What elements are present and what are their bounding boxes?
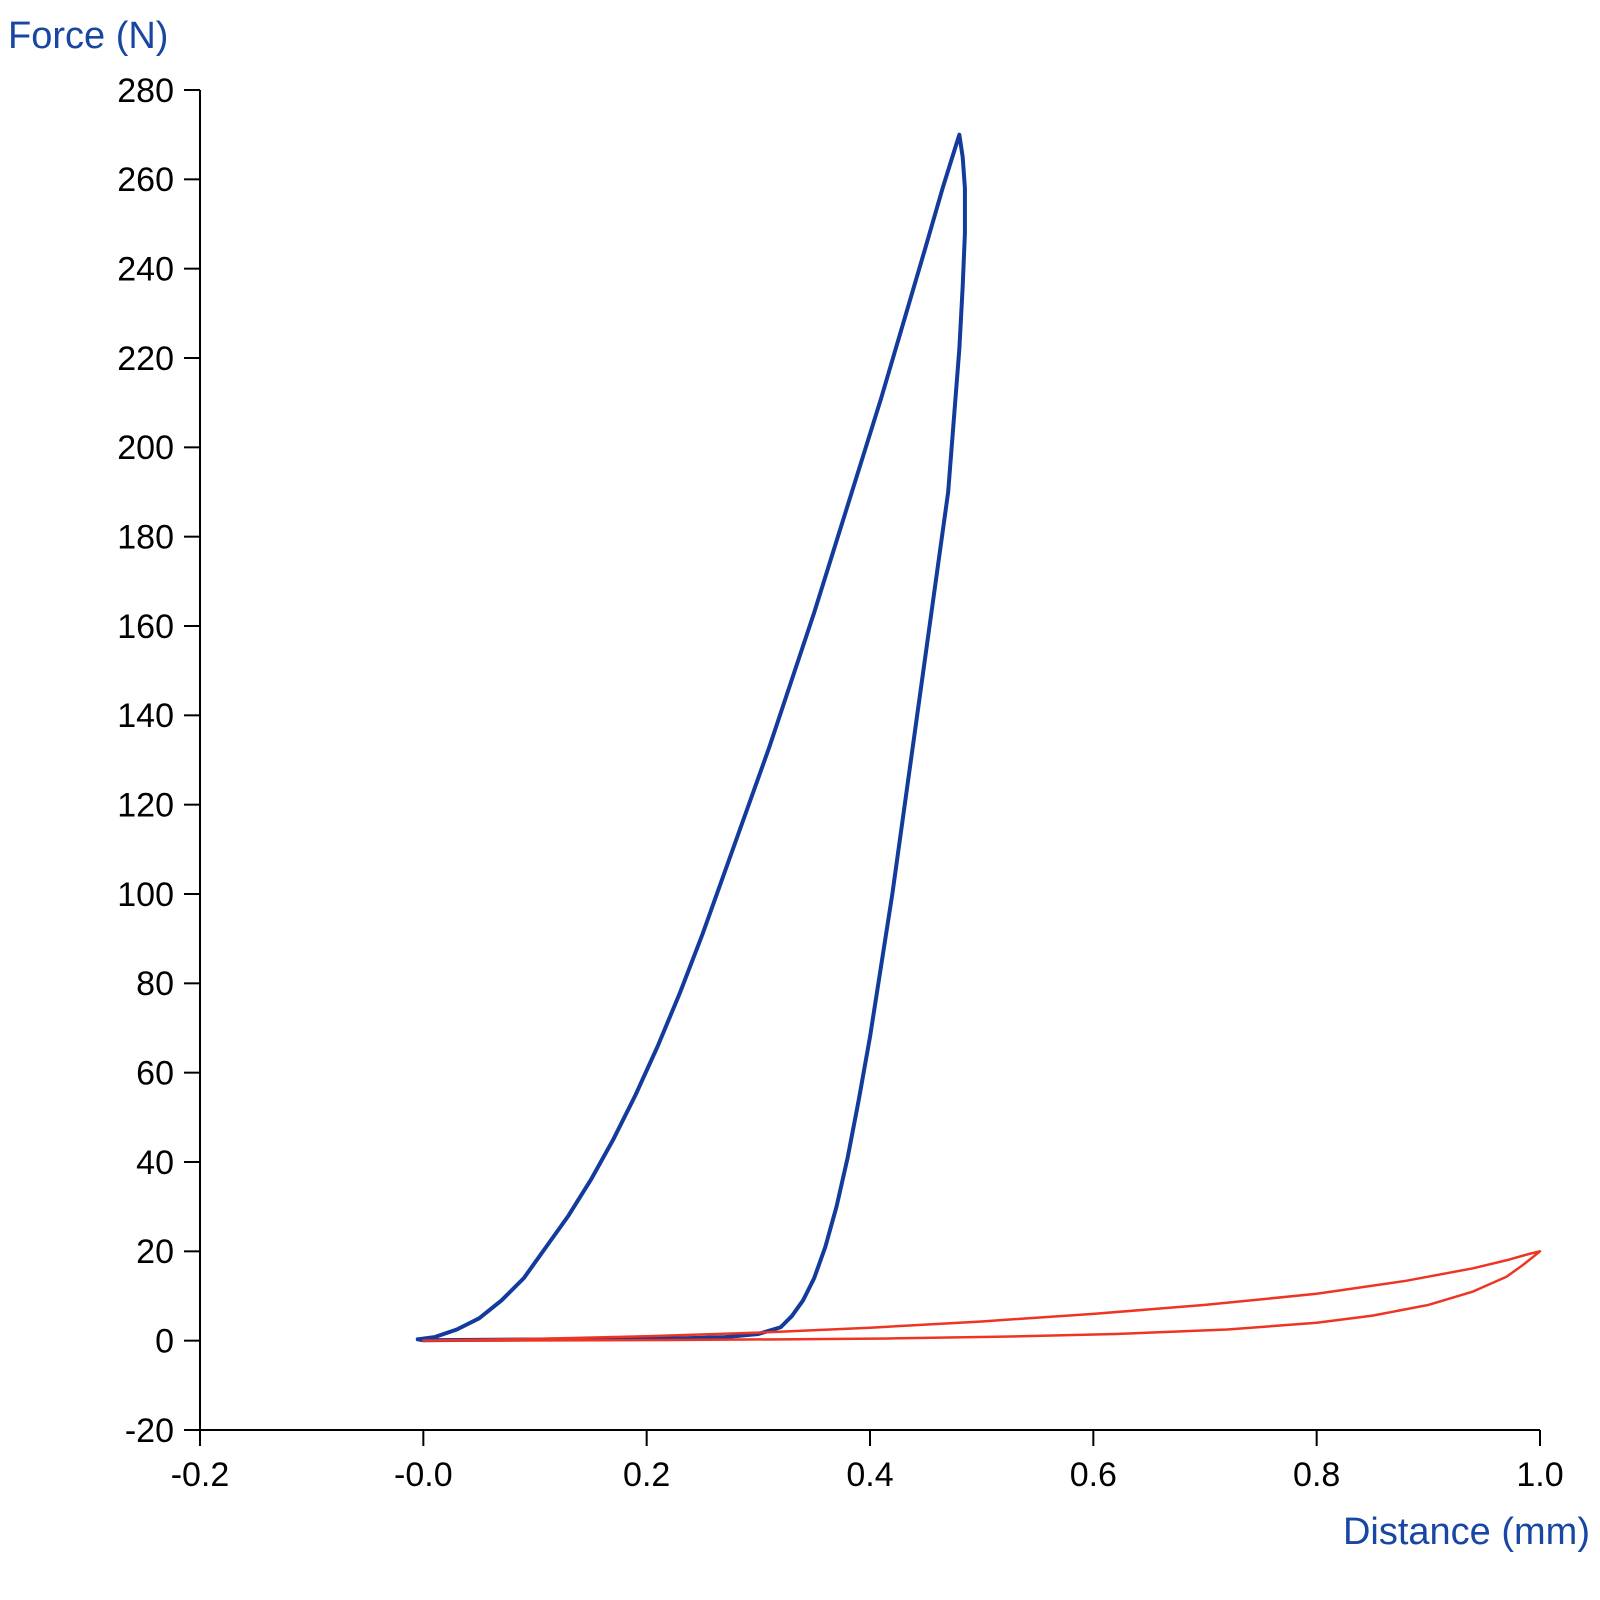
y-tick-label: 180: [117, 519, 174, 557]
y-tick-label: 200: [117, 429, 174, 467]
x-axis-title: Distance (mm): [1343, 1511, 1590, 1553]
x-tick-label: 0.8: [1293, 1456, 1340, 1494]
y-tick-label: 60: [136, 1055, 174, 1093]
y-tick-label: 120: [117, 787, 174, 825]
chart-svg: Force (N) Distance (mm) -20 0 20 40 60 80 100 1…: [0, 0, 1600, 1600]
chart-background: [0, 0, 1600, 1600]
y-tick-label: 160: [117, 608, 174, 646]
y-tick-label: -20: [125, 1412, 174, 1450]
y-tick-label: 220: [117, 340, 174, 378]
y-tick-label: 0: [155, 1323, 174, 1361]
y-axis-title: Force (N): [8, 15, 168, 57]
y-tick-label: 140: [117, 697, 174, 735]
x-tick-label: 0.6: [1070, 1456, 1117, 1494]
y-tick-label: 80: [136, 965, 174, 1003]
force-distance-chart: Force (N) Distance (mm) -20 0 20 40 60 80 100 1…: [0, 0, 1600, 1600]
x-tick-label: -0.2: [171, 1456, 230, 1494]
y-tick-label: 20: [136, 1233, 174, 1271]
y-tick-label: 40: [136, 1144, 174, 1182]
y-tick-label: 240: [117, 251, 174, 289]
x-tick-label: 1.0: [1516, 1456, 1563, 1494]
x-tick-label: 0.2: [623, 1456, 670, 1494]
y-tick-label: 260: [117, 161, 174, 199]
x-tick-label: 0.4: [846, 1456, 893, 1494]
y-tick-label: 100: [117, 876, 174, 914]
y-tick-label: 280: [117, 72, 174, 110]
x-tick-label: -0.0: [394, 1456, 453, 1494]
